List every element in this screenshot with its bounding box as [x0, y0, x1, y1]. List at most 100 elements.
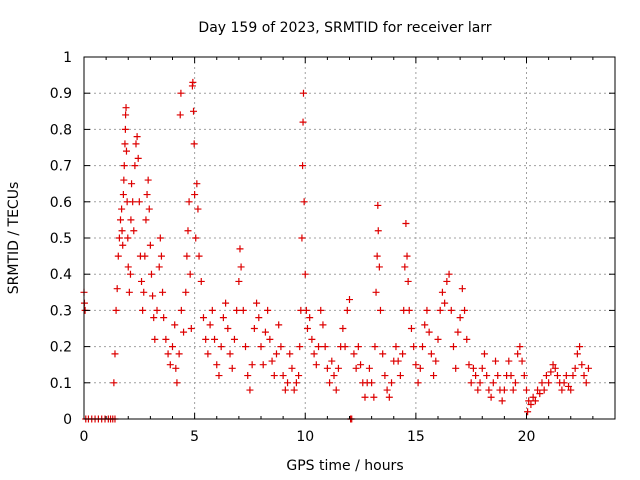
data-point — [281, 386, 289, 394]
data-point — [430, 372, 438, 380]
x-axis-ticks: 0 5 10 15 20 — [80, 57, 594, 445]
data-point — [246, 386, 254, 394]
y-tick-label: 0.4 — [50, 267, 72, 283]
data-point — [427, 350, 435, 358]
data-point — [113, 285, 121, 293]
data-point — [536, 390, 544, 398]
data-point — [127, 216, 135, 224]
data-point — [525, 397, 533, 405]
data-point — [228, 364, 236, 372]
data-point — [206, 321, 214, 329]
data-point — [361, 393, 369, 401]
data-point — [119, 191, 127, 199]
data-point — [237, 263, 245, 271]
data-point — [268, 357, 276, 365]
data-point — [133, 133, 141, 141]
data-point — [465, 361, 473, 369]
data-point — [569, 372, 577, 380]
data-point — [500, 386, 508, 394]
data-point — [140, 288, 148, 296]
data-point — [224, 325, 232, 332]
data-point — [436, 306, 444, 314]
data-point — [578, 361, 586, 369]
y-tick-label: 0.2 — [50, 340, 72, 356]
data-point — [410, 343, 418, 351]
data-point — [146, 241, 154, 249]
data-point — [540, 386, 548, 394]
data-point — [129, 198, 137, 206]
data-point — [217, 343, 225, 351]
data-point — [171, 321, 179, 329]
data-point — [284, 379, 292, 387]
data-point — [128, 180, 136, 188]
data-point — [235, 277, 243, 285]
data-point — [319, 321, 327, 329]
data-point — [447, 306, 455, 314]
data-point — [177, 89, 185, 97]
data-point — [449, 343, 457, 351]
data-point — [233, 306, 241, 314]
data-point — [425, 328, 433, 336]
data-point — [388, 379, 396, 387]
data-point — [547, 368, 555, 376]
data-point — [582, 379, 590, 387]
data-point — [197, 277, 205, 285]
data-point — [416, 364, 424, 372]
data-point — [150, 314, 158, 322]
data-point — [122, 111, 130, 119]
data-point — [472, 372, 480, 380]
data-point — [155, 263, 163, 271]
data-point — [169, 343, 176, 351]
data-point — [213, 361, 221, 369]
data-point — [176, 111, 184, 119]
x-axis-title: GPS time / hours — [286, 458, 403, 474]
data-point — [576, 343, 584, 351]
data-point — [226, 350, 234, 358]
data-point — [299, 89, 307, 97]
data-point — [376, 306, 384, 314]
data-point — [266, 335, 274, 343]
data-point — [370, 393, 378, 401]
data-point — [407, 325, 415, 332]
data-point — [290, 386, 298, 394]
data-point — [516, 343, 524, 351]
data-point — [531, 397, 539, 405]
data-point — [553, 372, 561, 380]
data-point — [302, 306, 310, 314]
data-point — [124, 263, 132, 271]
data-point — [315, 343, 323, 351]
data-point — [156, 234, 164, 242]
data-point — [461, 306, 469, 314]
data-point — [295, 372, 303, 380]
data-point — [135, 198, 143, 206]
data-point — [524, 408, 532, 416]
data-point — [463, 335, 471, 343]
data-point — [383, 386, 391, 394]
data-point — [514, 350, 522, 358]
data-point — [117, 216, 125, 224]
data-point — [114, 252, 122, 260]
data-point — [299, 118, 307, 126]
data-point — [190, 140, 198, 148]
data-point — [402, 220, 410, 228]
data-point — [275, 321, 283, 329]
data-point — [483, 372, 491, 380]
data-point — [487, 393, 495, 401]
data-point — [421, 321, 429, 329]
data-point — [381, 372, 389, 380]
data-point — [298, 234, 306, 242]
data-point — [141, 252, 149, 260]
data-point — [118, 205, 126, 213]
data-point — [142, 216, 150, 224]
data-point — [492, 357, 500, 365]
data-point — [571, 364, 579, 372]
data-point — [132, 140, 140, 148]
data-point — [157, 252, 165, 260]
data-point — [339, 325, 347, 332]
data-point — [419, 343, 427, 351]
data-point — [317, 306, 325, 314]
data-point — [392, 343, 400, 351]
data-point — [122, 147, 130, 155]
y-tick-label: 0.8 — [50, 122, 72, 138]
